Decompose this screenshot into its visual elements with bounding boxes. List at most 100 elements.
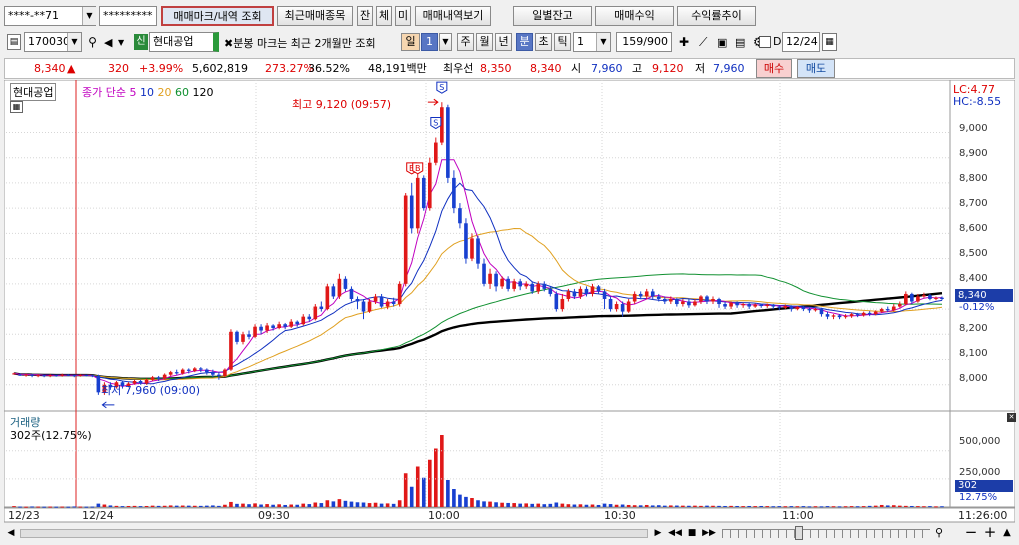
password-field[interactable]: ********* xyxy=(99,6,157,26)
chart-settings-icon[interactable]: ▦ xyxy=(10,101,23,113)
period-tick[interactable]: 틱 xyxy=(554,33,571,51)
balance-button[interactable]: 잔 xyxy=(357,6,373,26)
plus-icon[interactable]: + xyxy=(983,523,997,541)
candle-body xyxy=(415,177,420,229)
unfilled-button[interactable]: 미 xyxy=(395,6,411,26)
volume-bar xyxy=(84,506,89,508)
buy-button[interactable]: 매수 xyxy=(756,59,792,78)
list-icon[interactable]: ▤ xyxy=(7,34,21,50)
volume-bar xyxy=(795,506,800,508)
y-tick: 8,500 xyxy=(959,248,988,259)
count-field[interactable]: 159/900 xyxy=(616,32,672,52)
volume-pane xyxy=(4,410,1015,508)
period-week[interactable]: 주 xyxy=(457,33,474,51)
candle-body xyxy=(385,301,390,307)
period-month[interactable]: 월 xyxy=(476,33,493,51)
candle-body xyxy=(301,316,306,325)
candle-body xyxy=(644,291,649,297)
last-page-icon[interactable]: ▶▶ xyxy=(702,528,716,538)
candle-body xyxy=(705,296,709,302)
volume-bar xyxy=(843,506,848,508)
magnifier-icon[interactable]: ⚲ xyxy=(934,526,944,539)
volume-bar xyxy=(235,503,239,507)
first-page-icon[interactable]: ◀◀ xyxy=(668,528,682,538)
stock-name-field[interactable]: 현대공업 xyxy=(149,32,219,52)
period-dropdown[interactable]: ▼ xyxy=(439,33,452,51)
drawing-tools-icon[interactable]: ✚ xyxy=(679,35,690,49)
candle-body xyxy=(608,298,613,310)
volume-bar xyxy=(891,505,896,507)
save-icon[interactable]: ▣ xyxy=(717,36,728,49)
volume-bar xyxy=(12,506,16,508)
return-trend-button[interactable]: 수익률추이 xyxy=(677,6,756,26)
candle-body xyxy=(542,283,547,289)
ma60-line xyxy=(13,273,943,380)
volume-bar xyxy=(596,504,601,507)
volume-bar xyxy=(319,503,324,507)
volume-bar xyxy=(620,504,625,507)
print-icon[interactable]: ▤ xyxy=(735,36,746,49)
account-field[interactable]: ****-**71 xyxy=(4,6,96,26)
account-dropdown[interactable]: ▼ xyxy=(82,7,96,25)
recent-stocks-button[interactable]: 최근매매종목 xyxy=(277,6,353,26)
trade-mark-button[interactable]: 매매마크/내역 조회 xyxy=(161,6,274,26)
stop-icon[interactable]: ■ xyxy=(687,528,697,538)
candle-body xyxy=(904,293,908,305)
gear-icon[interactable]: ⚙ xyxy=(753,34,769,51)
volume-bar xyxy=(934,506,938,508)
code-dropdown[interactable]: ▼ xyxy=(67,33,81,51)
period-day-count[interactable]: 1 xyxy=(421,33,438,51)
candle-body xyxy=(138,380,143,384)
period-day[interactable]: 일 xyxy=(401,33,420,51)
candle-body xyxy=(36,375,40,377)
filled-button[interactable]: 체 xyxy=(376,6,392,26)
search-icon[interactable]: ⚲ xyxy=(88,35,97,49)
y-tick: 8,400 xyxy=(959,273,988,284)
scroll-right-button[interactable]: ▶ xyxy=(654,528,662,538)
volume-bar xyxy=(96,503,101,507)
date-checkbox[interactable] xyxy=(759,36,771,48)
horizontal-scrollbar[interactable] xyxy=(20,529,648,538)
candle-body xyxy=(500,278,504,287)
trade-history-button[interactable]: 매매내역보기 xyxy=(415,6,491,26)
scroll-left-button[interactable]: ◀ xyxy=(7,528,15,538)
zoom-slider[interactable] xyxy=(722,529,930,538)
candle-body xyxy=(192,368,197,371)
candle-body xyxy=(512,281,516,289)
legend-ma120: 120 xyxy=(192,86,214,99)
volume-bar xyxy=(108,505,113,507)
close-volume-icon[interactable]: ✕ xyxy=(1007,413,1016,422)
speaker-icon[interactable]: ◀ xyxy=(104,36,113,49)
current-price-tag: 8,340 xyxy=(955,289,1013,302)
best-label: 최우선 xyxy=(443,62,474,75)
sell-button[interactable]: 매도 xyxy=(797,59,835,78)
candle-body xyxy=(928,295,932,299)
candle-body xyxy=(801,307,806,310)
scroll-end-icon[interactable]: ▲ xyxy=(1003,527,1011,538)
period-second[interactable]: 초 xyxy=(535,33,552,51)
calendar-icon[interactable]: ▦ xyxy=(822,33,837,51)
volume-bar xyxy=(132,505,137,507)
candle-body xyxy=(205,369,209,373)
volume-bar xyxy=(48,506,52,508)
trade-mark xyxy=(412,162,424,175)
minus-icon[interactable]: − xyxy=(964,523,978,541)
volume-bar xyxy=(536,503,541,507)
volume-bar xyxy=(54,506,59,508)
date-field[interactable]: 12/24 xyxy=(782,32,820,52)
trade-profit-button[interactable]: 매매수익 xyxy=(595,6,674,26)
candle-body xyxy=(602,291,607,299)
volume-bar xyxy=(783,506,788,508)
period-minute[interactable]: 분 xyxy=(516,33,533,51)
y-tick: 8,800 xyxy=(959,173,988,184)
interval-dropdown[interactable]: ▼ xyxy=(596,33,610,51)
volume-bar xyxy=(681,505,685,507)
amount-value: 48,191백만 xyxy=(368,62,427,75)
trend-tool-icon[interactable]: ⟋ xyxy=(699,35,708,49)
speaker-dropdown[interactable]: ▼ xyxy=(118,38,125,47)
daily-balance-button[interactable]: 일별잔고 xyxy=(513,6,592,26)
zoom-handle[interactable] xyxy=(795,526,803,540)
period-year[interactable]: 년 xyxy=(495,33,512,51)
candle-body xyxy=(60,374,65,376)
price-chart[interactable]: B B S S xyxy=(4,80,1015,523)
